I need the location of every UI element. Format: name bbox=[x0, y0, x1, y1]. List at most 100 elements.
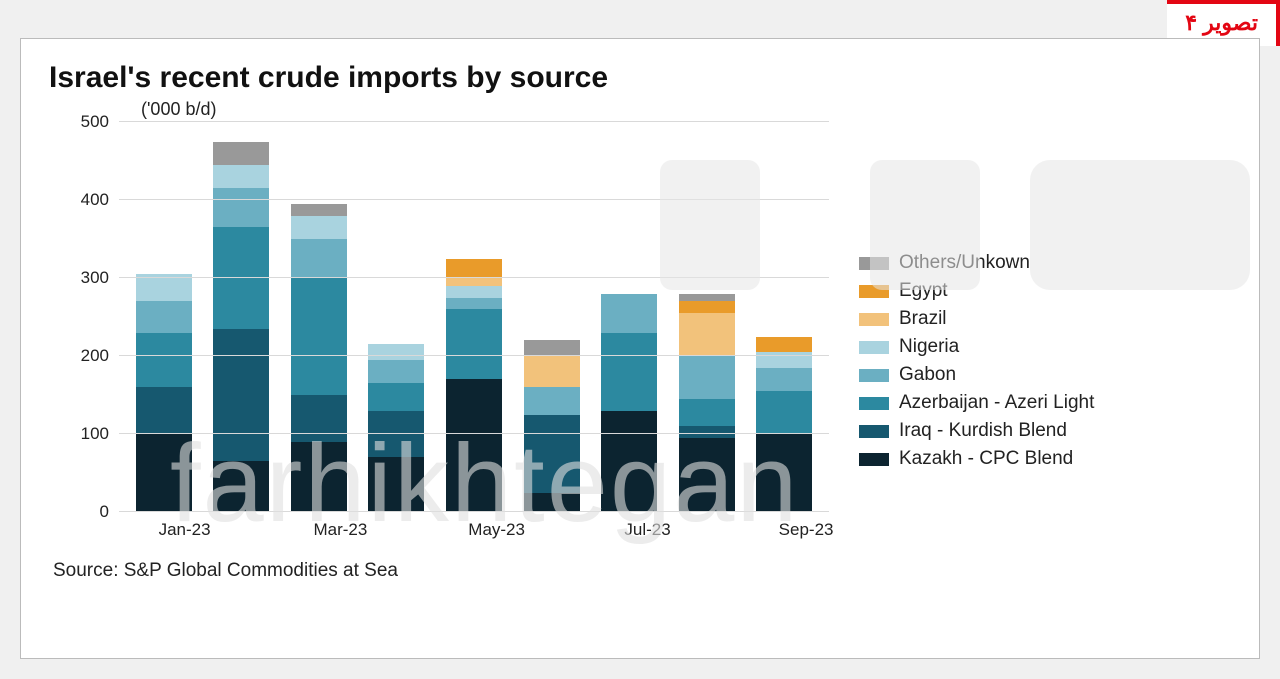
bar bbox=[368, 344, 424, 512]
x-tick-slot: Jul-23 bbox=[601, 512, 657, 552]
bar-segment-gabon bbox=[213, 188, 269, 227]
watermark-block bbox=[870, 160, 980, 290]
source-label: Source: S&P Global Commodities at Sea bbox=[53, 560, 1231, 582]
bar-segment-azerbaijan bbox=[756, 391, 812, 434]
x-tick-label: Mar-23 bbox=[313, 520, 367, 540]
chart-card: Israel's recent crude imports by source … bbox=[20, 38, 1260, 659]
bar bbox=[601, 294, 657, 512]
bar-segment-kazakh bbox=[136, 434, 192, 512]
x-tick-slot bbox=[679, 512, 735, 552]
x-tick-slot: Mar-23 bbox=[291, 512, 347, 552]
bar-segment-iraq bbox=[213, 329, 269, 462]
watermark-block bbox=[660, 160, 760, 290]
legend-item: Gabon bbox=[859, 364, 1094, 386]
y-unit-label: ('000 b/d) bbox=[141, 99, 1231, 120]
bar-segment-nigeria bbox=[291, 216, 347, 239]
bar-segment-gabon bbox=[368, 360, 424, 383]
bar-segment-brazil bbox=[446, 278, 502, 286]
bar-segment-gabon bbox=[524, 387, 580, 414]
legend-item: Azerbaijan - Azeri Light bbox=[859, 392, 1094, 414]
bar-segment-nigeria bbox=[446, 286, 502, 298]
bar-segment-gabon bbox=[291, 239, 347, 278]
bar-segment-azerbaijan bbox=[601, 333, 657, 411]
legend-label: Nigeria bbox=[899, 336, 959, 358]
legend-label: Kazakh - CPC Blend bbox=[899, 448, 1073, 470]
bar bbox=[446, 259, 502, 512]
bar-segment-brazil bbox=[524, 356, 580, 387]
bar-segment-kazakh bbox=[679, 438, 735, 512]
legend-swatch bbox=[859, 313, 889, 326]
bar-segment-others bbox=[291, 204, 347, 216]
x-tick-label: May-23 bbox=[468, 520, 525, 540]
x-tick-label: Sep-23 bbox=[779, 520, 834, 540]
legend-swatch bbox=[859, 425, 889, 438]
bar bbox=[291, 204, 347, 512]
x-tick-slot: May-23 bbox=[446, 512, 502, 552]
bar-segment-others bbox=[213, 142, 269, 165]
legend-item: Brazil bbox=[859, 308, 1094, 330]
legend-label: Iraq - Kurdish Blend bbox=[899, 420, 1067, 442]
bar-segment-egypt bbox=[679, 301, 735, 313]
y-tick-label: 400 bbox=[59, 190, 109, 210]
bar-segment-iraq bbox=[524, 415, 580, 493]
bar-segment-azerbaijan bbox=[368, 383, 424, 410]
bar-segment-gabon bbox=[446, 298, 502, 310]
legend-swatch bbox=[859, 453, 889, 466]
bar-segment-kazakh bbox=[601, 411, 657, 512]
x-tick-label: Jan-23 bbox=[159, 520, 211, 540]
legend-swatch bbox=[859, 397, 889, 410]
bar-segment-azerbaijan bbox=[213, 227, 269, 328]
bar-segment-gabon bbox=[756, 368, 812, 391]
grid-line bbox=[119, 121, 829, 122]
bar-segment-nigeria bbox=[213, 165, 269, 188]
bar-segment-kazakh bbox=[756, 434, 812, 512]
bar-segment-azerbaijan bbox=[446, 309, 502, 379]
grid-line bbox=[119, 355, 829, 356]
x-tick-slot bbox=[213, 512, 269, 552]
legend-label: Azerbaijan - Azeri Light bbox=[899, 392, 1094, 414]
bar-segment-egypt bbox=[446, 259, 502, 279]
bar-segment-nigeria bbox=[368, 344, 424, 360]
bar-segment-kazakh bbox=[446, 379, 502, 512]
bar-segment-gabon bbox=[136, 301, 192, 332]
y-tick-label: 0 bbox=[59, 502, 109, 522]
bar bbox=[756, 337, 812, 512]
grid-line bbox=[119, 433, 829, 434]
legend-label: Gabon bbox=[899, 364, 956, 386]
x-tick-slot bbox=[368, 512, 424, 552]
bar-segment-egypt bbox=[756, 337, 812, 353]
y-tick-label: 300 bbox=[59, 268, 109, 288]
x-tick-slot: Sep-23 bbox=[756, 512, 812, 552]
bar-segment-kazakh bbox=[213, 461, 269, 512]
legend-item: Kazakh - CPC Blend bbox=[859, 448, 1094, 470]
chart-title: Israel's recent crude imports by source bbox=[49, 61, 1231, 95]
bar bbox=[136, 274, 192, 512]
y-tick-label: 200 bbox=[59, 346, 109, 366]
legend-swatch bbox=[859, 369, 889, 382]
bar-segment-kazakh bbox=[368, 457, 424, 512]
x-axis: Jan-23 Mar-23 May-23 Jul-23 Sep-23 bbox=[119, 512, 829, 552]
bar-segment-others bbox=[524, 340, 580, 356]
bar-segment-iraq bbox=[136, 387, 192, 434]
bar-segment-others bbox=[679, 294, 735, 302]
bar-segment-iraq bbox=[368, 411, 424, 458]
watermark-block bbox=[1030, 160, 1250, 290]
bar bbox=[213, 142, 269, 512]
legend-item: Nigeria bbox=[859, 336, 1094, 358]
bar-segment-azerbaijan bbox=[136, 333, 192, 388]
bar-segment-gabon bbox=[679, 356, 735, 399]
bar-segment-kazakh bbox=[291, 442, 347, 512]
bar-segment-gabon bbox=[601, 294, 657, 333]
x-tick-slot bbox=[524, 512, 580, 552]
bar-segment-azerbaijan bbox=[679, 399, 735, 426]
y-tick-label: 100 bbox=[59, 424, 109, 444]
bar bbox=[679, 294, 735, 512]
bar-segment-nigeria bbox=[136, 274, 192, 301]
x-tick-label: Jul-23 bbox=[624, 520, 670, 540]
bar bbox=[524, 340, 580, 512]
bar-segment-azerbaijan bbox=[291, 278, 347, 395]
x-tick-slot: Jan-23 bbox=[136, 512, 192, 552]
bar-segment-kazakh bbox=[524, 493, 580, 513]
legend-label: Brazil bbox=[899, 308, 947, 330]
legend-swatch bbox=[859, 341, 889, 354]
